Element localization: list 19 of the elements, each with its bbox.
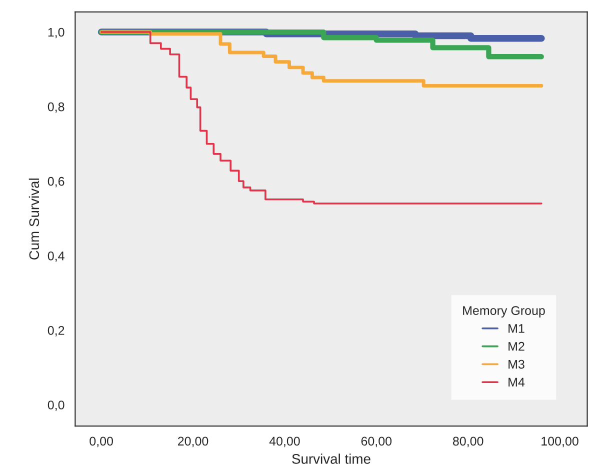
x-tick-label: 0,00	[90, 436, 113, 448]
x-axis-title: Survival time	[292, 454, 370, 464]
y-tick-label: 0,2	[48, 326, 64, 336]
x-tick-label: 60,00	[361, 436, 392, 448]
legend-label: M4	[508, 378, 525, 386]
x-tick-label: 40,00	[269, 436, 300, 448]
x-tick-label: 20,00	[178, 436, 208, 448]
legend-label: M3	[508, 360, 524, 369]
legend-label: M1	[508, 324, 524, 333]
x-tick-label: 100,00	[542, 436, 578, 448]
y-axis-title: Cum Survival	[28, 178, 40, 260]
y-tick-label: 0,4	[48, 251, 64, 262]
y-tick-label: 0,8	[48, 102, 64, 113]
x-tick-label: 80,00	[452, 436, 484, 448]
y-tick-label: 1,0	[48, 28, 64, 38]
legend-label: M2	[508, 342, 524, 351]
legend-title: Memory Group	[463, 306, 545, 318]
y-tick-label: 0,6	[48, 176, 64, 188]
y-tick-label: 0,0	[48, 400, 64, 411]
